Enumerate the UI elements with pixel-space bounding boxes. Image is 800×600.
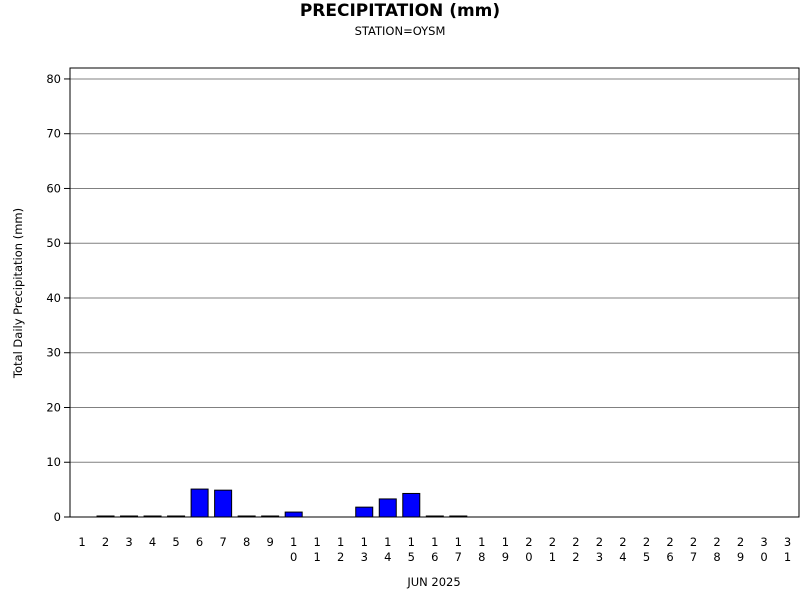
bar-day-13 [355,506,374,518]
plot-frame [69,67,800,518]
y-tick-label-60: 60 [46,181,61,195]
x-tick-label-5: 5 [172,535,179,549]
bar-day-6 [190,488,209,518]
x-tick-label-3: 3 [125,535,132,549]
x-tick-label-7: 7 [219,535,226,549]
y-axis-label: Total Daily Precipitation (mm) [11,208,25,379]
y-tick-label-10: 10 [46,455,61,469]
x-tick-label-4: 4 [149,535,156,549]
x-tick-label-2: 2 [102,535,109,549]
x-tick-label-1: 1 [78,535,85,549]
bars [96,488,468,518]
grid-lines [70,78,799,463]
bar-day-14 [378,498,397,518]
chart-title: PRECIPITATION (mm) [299,1,501,21]
y-tick-label-30: 30 [46,346,61,360]
bar-day-15 [402,492,421,518]
y-tick-label-50: 50 [46,236,61,250]
y-tick-label-20: 20 [46,400,61,414]
axes [64,67,800,518]
y-tick-label-0: 0 [54,510,61,524]
x-tick-label-8: 8 [243,535,250,549]
bar-day-10 [284,511,303,518]
x-tick-label-9: 9 [266,535,273,549]
y-tick-label-70: 70 [46,127,61,141]
x-tick-label-6: 6 [196,535,203,549]
y-tick-label-40: 40 [46,291,61,305]
x-axis-label: JUN 2025 [406,575,460,589]
y-tick-label-80: 80 [46,72,61,86]
chart-subtitle: STATION=OYSM [354,24,446,38]
bar-day-7 [214,489,233,518]
